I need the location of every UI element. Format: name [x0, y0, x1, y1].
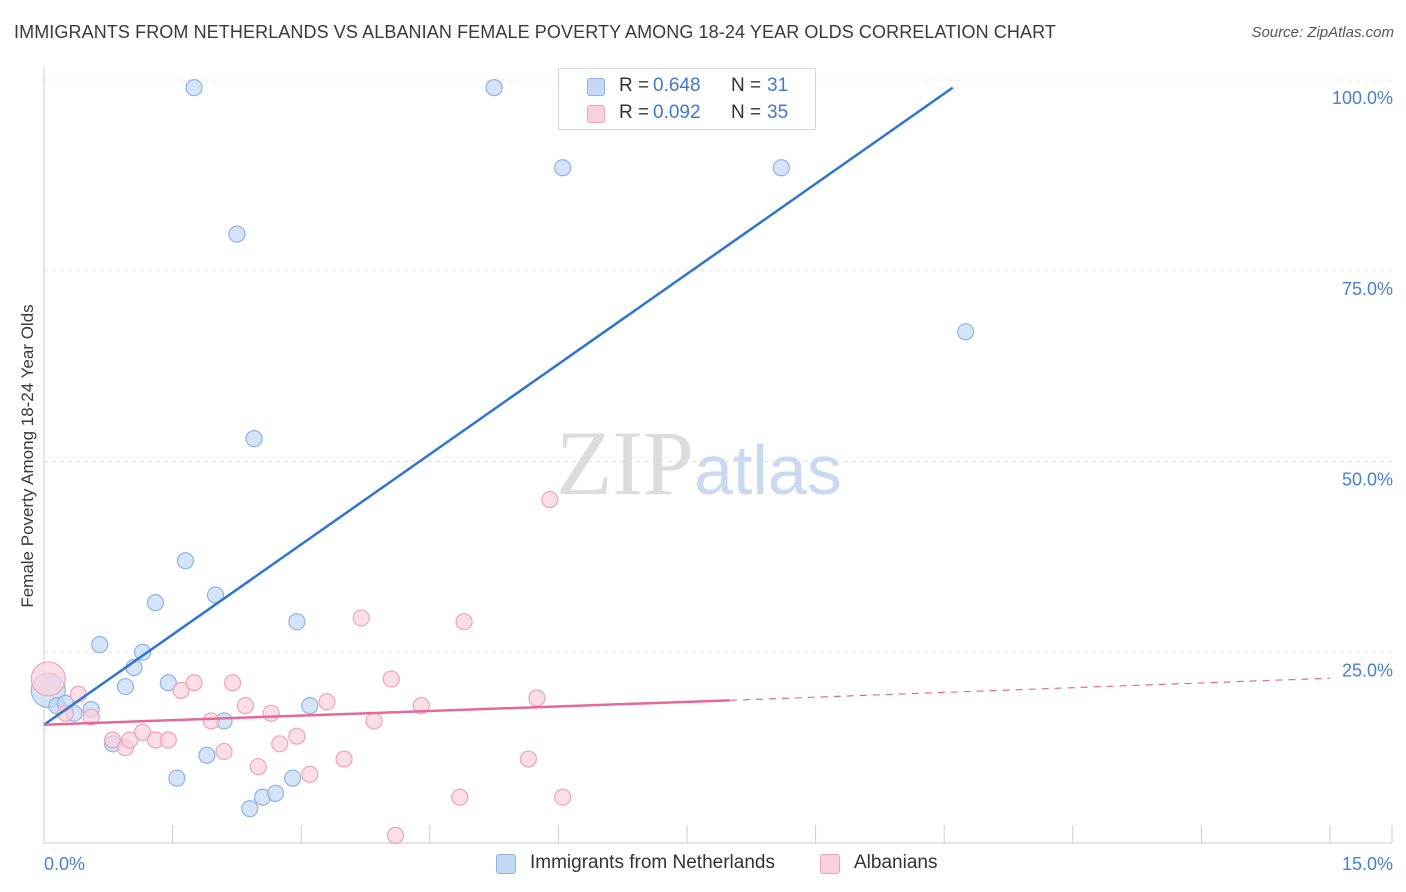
- albanians-trendline: [43, 699, 730, 726]
- albanians-point: [519, 750, 537, 768]
- albanians-point: [288, 727, 306, 745]
- netherlands-point: [133, 643, 152, 661]
- n-value: 31: [767, 75, 789, 96]
- legend-swatch-blue: [496, 854, 516, 874]
- albanians-point: [215, 742, 233, 761]
- netherlands-point: [288, 613, 306, 631]
- albanians-point: [301, 765, 319, 783]
- legend-label: Immigrants from Netherlands: [530, 852, 775, 873]
- n-value: 35: [767, 102, 789, 123]
- albanians-point: [82, 708, 100, 726]
- y-tick-label: 100.0%: [1332, 88, 1393, 108]
- watermark: ZIPatlas: [556, 410, 842, 516]
- netherlands-point: [301, 697, 319, 715]
- netherlands-point: [116, 677, 135, 696]
- netherlands-point: [245, 430, 263, 448]
- albanians-point: [554, 788, 572, 806]
- albanians-point: [249, 758, 267, 776]
- r-value: 0.092: [653, 102, 701, 123]
- albanians-point: [103, 731, 122, 749]
- n-label: N =: [731, 102, 762, 123]
- albanians-point: [202, 712, 220, 730]
- netherlands-point: [91, 636, 109, 654]
- netherlands-point: [176, 552, 195, 570]
- netherlands-point: [485, 79, 503, 97]
- netherlands-point: [168, 769, 186, 787]
- netherlands-point: [228, 225, 246, 243]
- y-tick-label: 25.0%: [1342, 660, 1393, 680]
- x-tick-label: 0.0%: [44, 854, 85, 874]
- albanians-point: [56, 704, 75, 722]
- albanians-trendline-extension: [729, 677, 1331, 701]
- netherlands-point: [957, 323, 975, 341]
- albanians-point: [30, 661, 66, 697]
- albanians-point: [133, 723, 152, 741]
- legend-swatch-pink: [820, 854, 840, 874]
- albanians-point: [172, 681, 190, 700]
- stats-swatch-blue: [587, 78, 605, 96]
- y-tick-label: 75.0%: [1342, 279, 1393, 299]
- albanians-point: [262, 704, 280, 722]
- albanians-point: [335, 750, 353, 768]
- albanians-point: [382, 670, 400, 688]
- albanians-point: [224, 674, 242, 692]
- stats-swatch-pink: [587, 105, 605, 123]
- source-label: Source: ZipAtlas.com: [1251, 24, 1394, 41]
- legend-label: Albanians: [854, 852, 938, 873]
- netherlands-point: [185, 79, 203, 97]
- x-tick-label: 15.0%: [1342, 854, 1393, 874]
- netherlands-trendline: [43, 86, 954, 726]
- albanians-point: [121, 731, 139, 749]
- netherlands-point: [198, 746, 216, 764]
- albanians-point: [386, 826, 405, 844]
- stats-box: R = 0.648 N = 31 R = 0.092 N = 35: [558, 68, 816, 130]
- albanians-point: [318, 693, 336, 711]
- albanians-point: [271, 735, 289, 753]
- netherlands-point: [159, 674, 177, 692]
- netherlands-point: [266, 784, 285, 803]
- netherlands-point: [554, 159, 572, 177]
- albanians-point: [159, 731, 177, 749]
- albanians-point: [236, 697, 255, 715]
- chart-title: IMMIGRANTS FROM NETHERLANDS VS ALBANIAN …: [14, 22, 1056, 42]
- albanians-point: [352, 609, 370, 627]
- netherlands-point: [772, 159, 790, 177]
- albanians-point: [185, 674, 203, 692]
- albanians-point: [365, 712, 383, 730]
- watermark-zip: ZIP: [556, 412, 694, 514]
- r-label: R =: [619, 102, 650, 123]
- netherlands-point: [146, 594, 165, 612]
- y-tick-label: 50.0%: [1342, 470, 1393, 490]
- albanians-point: [451, 788, 469, 806]
- netherlands-point: [241, 800, 259, 818]
- n-label: N =: [731, 75, 762, 96]
- r-value: 0.648: [653, 75, 701, 96]
- albanians-point: [412, 697, 430, 715]
- netherlands-point: [284, 769, 302, 787]
- watermark-atlas: atlas: [694, 431, 842, 509]
- albanians-point: [541, 491, 559, 509]
- albanians-point: [455, 613, 473, 631]
- albanians-point: [528, 689, 546, 707]
- r-label: R =: [619, 75, 650, 96]
